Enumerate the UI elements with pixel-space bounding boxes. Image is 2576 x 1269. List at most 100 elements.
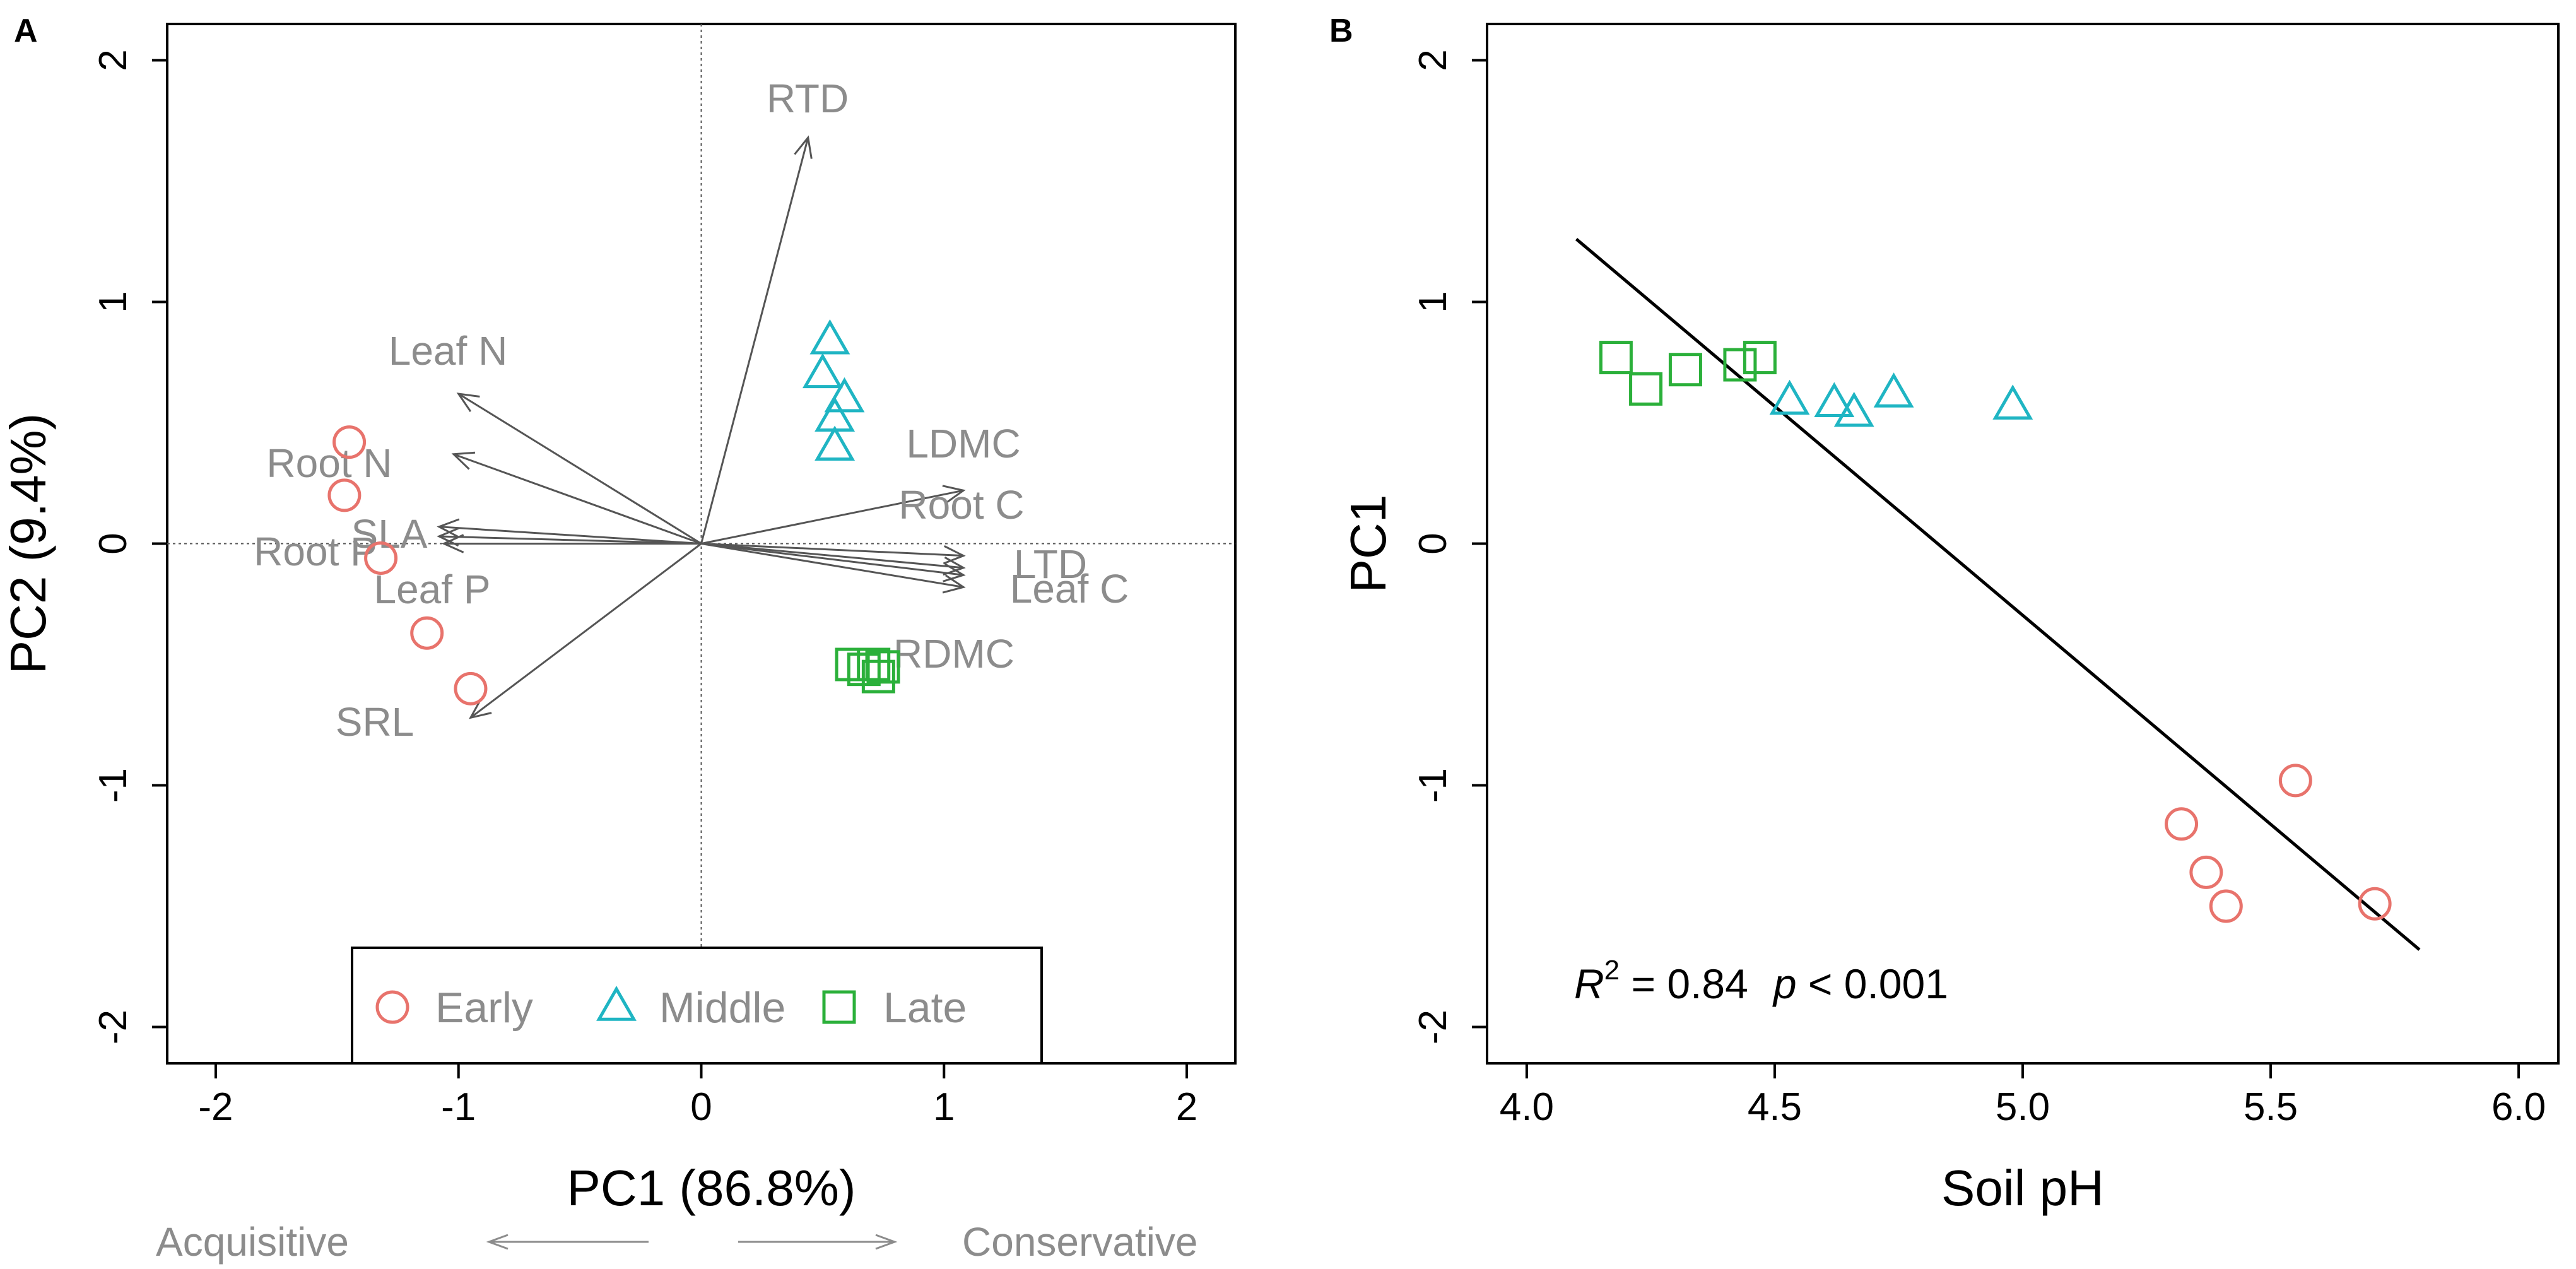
loading-arrow-leaf-c [701,543,964,576]
loading-label-rdmc: RDMC [893,631,1015,676]
loading-label-rtd: RTD [767,76,849,121]
legend-label-middle: Middle [659,984,785,1032]
direction-arrowhead-conservative [875,1234,898,1250]
loading-arrowhead-leaf-n [456,393,480,412]
panel-b-y-tick-label: 2 [1411,49,1455,71]
panel-a: A -2 -1 0 1 2 -2 -1 0 1 2 PC1 (86.8%) PC2 (9.4%) RTD L… [0,13,1237,1265]
panel-b-plot-frame [1486,23,2560,1065]
loading-arrowhead-srl [469,698,492,719]
panel-a-point-early [410,616,444,650]
panel-b-point-early [2189,855,2223,889]
loading-arrow-sla [438,526,702,545]
panel-b-point-middle [1769,379,1810,415]
panel-a-x-axis-title: PC1 (86.8%) [567,1160,856,1216]
legend-marker-late [822,990,856,1024]
r-squared-symbol: R [1574,960,1604,1007]
panel-a-y-tick-label: 0 [91,533,135,554]
panel-a-x-tick-label: -1 [441,1085,476,1129]
loading-arrowhead-rdmc [942,574,966,594]
panel-a-point-early [332,425,367,459]
panel-b-point-late [1599,341,1633,375]
panel-a-x-tick-label: -2 [198,1085,233,1129]
loading-label-leaf-n: Leaf N [389,328,508,374]
panel-b-x-tick-label: 4.0 [1500,1085,1554,1129]
panel-a-x-tick-label: 0 [690,1085,712,1129]
panel-b-y-axis-title: PC1 [1340,495,1396,593]
loading-arrow-root-p [438,535,702,545]
panel-a-point-late [866,650,900,684]
loading-arrow-leaf-n [457,393,702,545]
panel-b-y-tick-label: 1 [1411,291,1455,312]
loading-label-ldmc: LDMC [906,421,1020,466]
panel-a-point-middle [815,425,856,461]
loading-arrowhead-sla [437,518,460,538]
loading-arrow-root-n [453,453,702,545]
panel-b-x-tick-label: 5.5 [2244,1085,2298,1129]
stats-annotation: R2 = 0.84 p < 0.001 [1574,955,1948,1007]
direction-label-conservative: Conservative [962,1219,1198,1265]
panel-b-point-late [1668,353,1702,387]
panel-b-x-tick-label: 6.0 [2491,1085,2546,1129]
loading-label-root-p: Root P [254,529,377,574]
loading-arrow-ltd [701,543,964,569]
loading-label-sla: SLA [351,511,428,557]
panel-a-legend-box [351,947,1043,1065]
loading-arrowhead-rtd [794,135,813,159]
panel-b-x-tick-label: 5.0 [1996,1085,2050,1129]
legend-marker-early [375,990,409,1024]
panel-a-point-middle [802,353,843,389]
panel-b-point-middle [1814,382,1855,418]
panel-b-point-early [2165,807,2199,841]
panel-a-point-middle [815,396,856,432]
loading-arrowhead-ldmc [942,485,966,504]
loading-arrow-rdmc [701,543,964,588]
r-squared-exponent: 2 [1604,955,1620,986]
loading-arrowhead-root-p [437,527,459,547]
loading-arrowhead-leaf-c [943,563,966,582]
panel-a-x-tick-label: 2 [1176,1085,1197,1129]
panel-b-point-late [1629,372,1663,406]
panel-b-point-early [2278,764,2312,798]
panel-a-y-tick-label: -2 [91,1010,135,1044]
panel-a-point-early [327,478,362,512]
p-symbol: p [1772,960,1797,1007]
p-value: < 0.001 [1797,960,1948,1007]
panel-b-point-late [1743,341,1777,375]
regression-line [1575,237,2421,951]
legend-label-early: Early [435,984,533,1032]
legend-label-late: Late [883,984,967,1032]
legend-marker-middle [596,986,637,1021]
panel-b-point-late [1723,348,1757,382]
loading-arrow-ldmc [701,489,964,545]
loading-arrowhead-root-n [451,451,476,470]
panel-b-point-middle [1833,391,1874,427]
panel-b-point-early [2209,889,2243,923]
panel-a-point-late [861,659,895,694]
panel-a-point-late [857,647,891,682]
panel-b-point-middle [1873,372,1914,408]
panel-b-y-tick-label: -1 [1411,768,1455,803]
r-squared-value: = 0.84 [1620,960,1748,1007]
loading-label-root-n: Root N [266,440,392,486]
loading-arrow-srl [470,543,702,719]
loading-label-ltd: LTD [1014,541,1087,587]
panel-b-x-tick-label: 4.5 [1748,1085,1802,1129]
panel-a-point-middle [824,377,865,413]
panel-a-y-axis-title: PC2 (9.4%) [0,413,56,674]
direction-arrowhead-acquisitive [486,1234,509,1250]
panel-b-x-axis-title: Soil pH [1941,1160,2104,1216]
loading-label-root-c: Root C [898,482,1024,528]
loading-label-leaf-p: Leaf P [373,567,490,612]
loading-arrow-root-c [701,543,964,557]
panel-a-point-early [454,671,488,705]
panel-a-y-tick-label: 1 [91,291,135,312]
panel-a-y-tick-label: 2 [91,49,135,71]
panel-a-letter: A [14,13,38,49]
panel-a-y-tick-label: -1 [91,768,135,803]
panel-b-point-early [2358,887,2392,921]
loading-arrow-rtd [700,137,809,544]
panel-b-y-tick-label: -2 [1411,1010,1455,1044]
loading-arrowhead-leaf-p [441,534,464,553]
